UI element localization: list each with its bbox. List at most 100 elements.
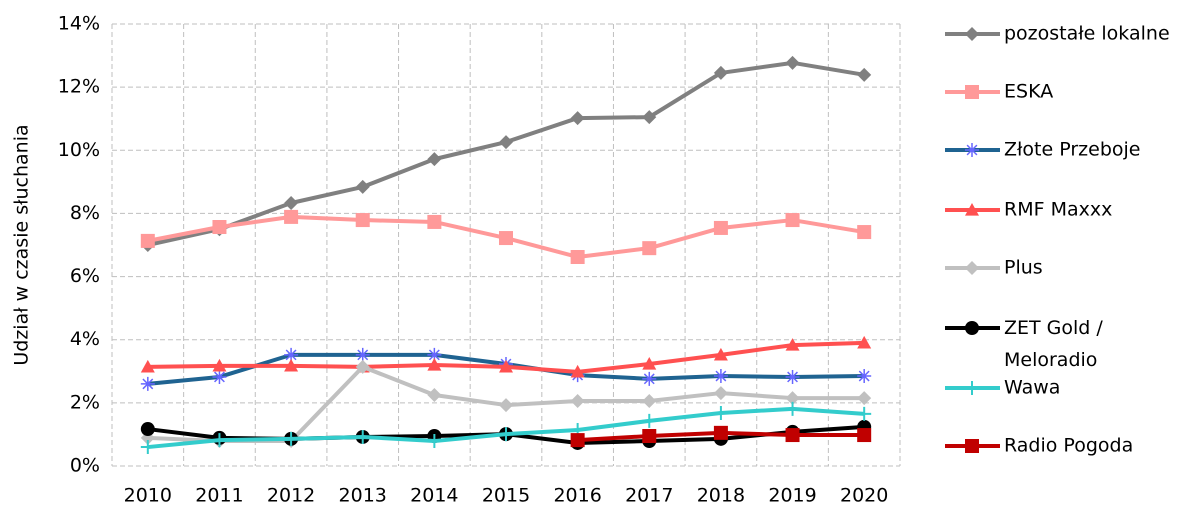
- marker: [284, 358, 299, 372]
- marker: [355, 429, 370, 444]
- marker: [965, 381, 979, 395]
- x-tick-label: 2019: [768, 485, 816, 507]
- marker: [427, 152, 442, 167]
- marker: [785, 401, 800, 416]
- marker: [642, 413, 657, 428]
- y-tick-label: 2%: [70, 391, 100, 413]
- marker: [499, 135, 513, 150]
- legend-label: ZET Gold / Meloradio: [1004, 317, 1103, 371]
- marker: [965, 439, 979, 453]
- marker: [355, 347, 370, 362]
- marker: [713, 425, 728, 440]
- y-axis-label: Udział w czasie słuchania: [11, 124, 33, 365]
- x-tick-label: 2010: [124, 485, 172, 507]
- marker: [785, 369, 800, 384]
- marker: [965, 203, 979, 216]
- legend-label: RMF Maxxx: [1004, 199, 1112, 221]
- y-tick-label: 6%: [70, 265, 100, 287]
- marker: [713, 347, 728, 361]
- marker: [713, 386, 728, 401]
- marker: [499, 398, 513, 413]
- marker: [284, 209, 299, 224]
- marker: [284, 347, 299, 362]
- marker: [965, 321, 979, 335]
- x-tick-label: 2016: [553, 485, 601, 507]
- marker: [642, 241, 657, 256]
- marker: [570, 249, 585, 264]
- legend-label: Wawa: [1004, 377, 1060, 399]
- marker: [785, 428, 800, 443]
- x-tick-label: 2015: [482, 485, 530, 507]
- x-tick-label: 2014: [410, 485, 458, 507]
- marker: [570, 111, 585, 126]
- marker: [140, 233, 155, 248]
- marker: [857, 335, 872, 349]
- marker: [140, 440, 155, 455]
- marker: [713, 65, 728, 80]
- y-tick-label: 4%: [70, 328, 100, 350]
- marker: [499, 427, 513, 442]
- marker: [212, 369, 227, 384]
- marker: [140, 422, 155, 437]
- marker: [212, 433, 227, 448]
- marker: [785, 55, 800, 70]
- marker: [355, 359, 370, 374]
- legend-label: ESKA: [1004, 81, 1053, 103]
- marker: [570, 364, 585, 378]
- legend-label: Radio Pogoda: [1004, 435, 1133, 457]
- marker: [965, 85, 979, 99]
- legend-label: Złote Przeboje: [1004, 139, 1140, 161]
- marker: [965, 143, 979, 157]
- marker: [427, 387, 442, 402]
- marker: [427, 347, 442, 362]
- x-tick-label: 2013: [339, 485, 387, 507]
- legend-label: Plus: [1004, 257, 1043, 279]
- x-tick-label: 2012: [267, 485, 315, 507]
- marker: [857, 406, 872, 421]
- marker: [642, 110, 657, 125]
- marker: [857, 369, 872, 384]
- marker: [212, 358, 227, 372]
- x-tick-label: 2018: [697, 485, 745, 507]
- marker: [570, 393, 585, 408]
- marker: [785, 338, 800, 351]
- marker: [140, 359, 155, 373]
- marker: [857, 391, 872, 406]
- marker: [427, 357, 442, 371]
- marker: [857, 67, 872, 82]
- marker: [355, 179, 370, 194]
- x-tick-label: 2011: [195, 485, 243, 507]
- y-tick-label: 8%: [70, 202, 100, 224]
- marker: [642, 429, 657, 444]
- marker: [713, 369, 728, 384]
- marker: [965, 27, 979, 41]
- x-tick-label: 2017: [625, 485, 673, 507]
- marker: [570, 433, 585, 448]
- marker: [785, 391, 800, 406]
- y-tick-label: 12%: [58, 76, 100, 98]
- marker: [427, 214, 442, 229]
- marker: [284, 431, 299, 446]
- marker: [499, 231, 513, 246]
- y-tick-label: 0%: [70, 455, 100, 477]
- marker: [427, 434, 442, 449]
- marker: [499, 359, 513, 373]
- y-tick-label: 10%: [58, 139, 100, 161]
- marker: [965, 261, 979, 275]
- legend-label: pozostałe lokalne: [1004, 23, 1170, 45]
- marker: [642, 371, 657, 386]
- marker: [212, 220, 227, 235]
- marker: [140, 376, 155, 391]
- x-tick-label: 2020: [840, 485, 888, 507]
- marker: [857, 428, 872, 443]
- marker: [713, 220, 728, 235]
- marker: [857, 225, 872, 240]
- marker: [642, 393, 657, 408]
- marker: [785, 213, 800, 228]
- y-tick-label: 14%: [58, 13, 100, 35]
- marker: [284, 196, 299, 211]
- marker: [642, 357, 657, 370]
- marker: [355, 213, 370, 228]
- marker: [713, 405, 728, 420]
